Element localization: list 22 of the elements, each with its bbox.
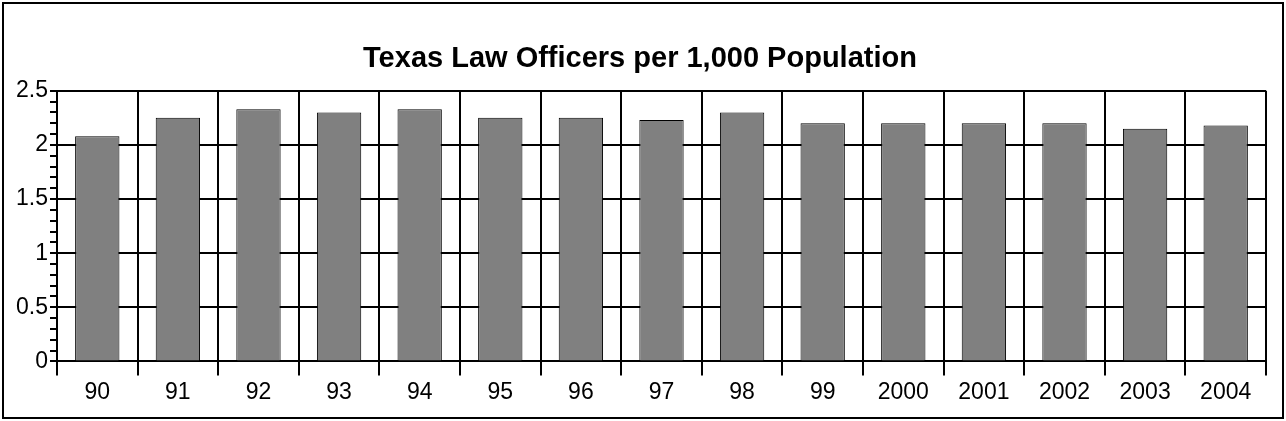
x-tick-label: 96 bbox=[568, 377, 594, 404]
x-tick-label: 94 bbox=[406, 377, 433, 404]
y-tick-label: 0.5 bbox=[15, 292, 48, 319]
x-tick-label: 95 bbox=[487, 377, 514, 404]
y-tick-label: 2 bbox=[35, 130, 48, 157]
y-tick-label: 0 bbox=[35, 346, 48, 373]
x-tick-label: 92 bbox=[245, 377, 272, 404]
x-tick-label: 93 bbox=[326, 377, 352, 404]
x-tick-label: 2001 bbox=[958, 377, 1010, 404]
x-tick-label: 2002 bbox=[1038, 377, 1091, 404]
x-tick-label: 97 bbox=[648, 377, 675, 404]
y-tick-label: 1 bbox=[35, 238, 48, 265]
y-tick-label: 1.5 bbox=[15, 184, 48, 211]
x-tick-label: 91 bbox=[165, 377, 191, 404]
chart-title: Texas Law Officers per 1,000 Population bbox=[363, 41, 917, 74]
x-tick-label: 2000 bbox=[877, 377, 929, 404]
x-tick-label: 90 bbox=[84, 377, 111, 404]
x-tick-label: 2003 bbox=[1119, 377, 1171, 404]
y-tick-label: 2.5 bbox=[15, 76, 48, 103]
x-tick-label: 2004 bbox=[1200, 377, 1252, 404]
x-tick-label: 99 bbox=[809, 377, 836, 404]
x-tick-label: 98 bbox=[729, 377, 755, 404]
